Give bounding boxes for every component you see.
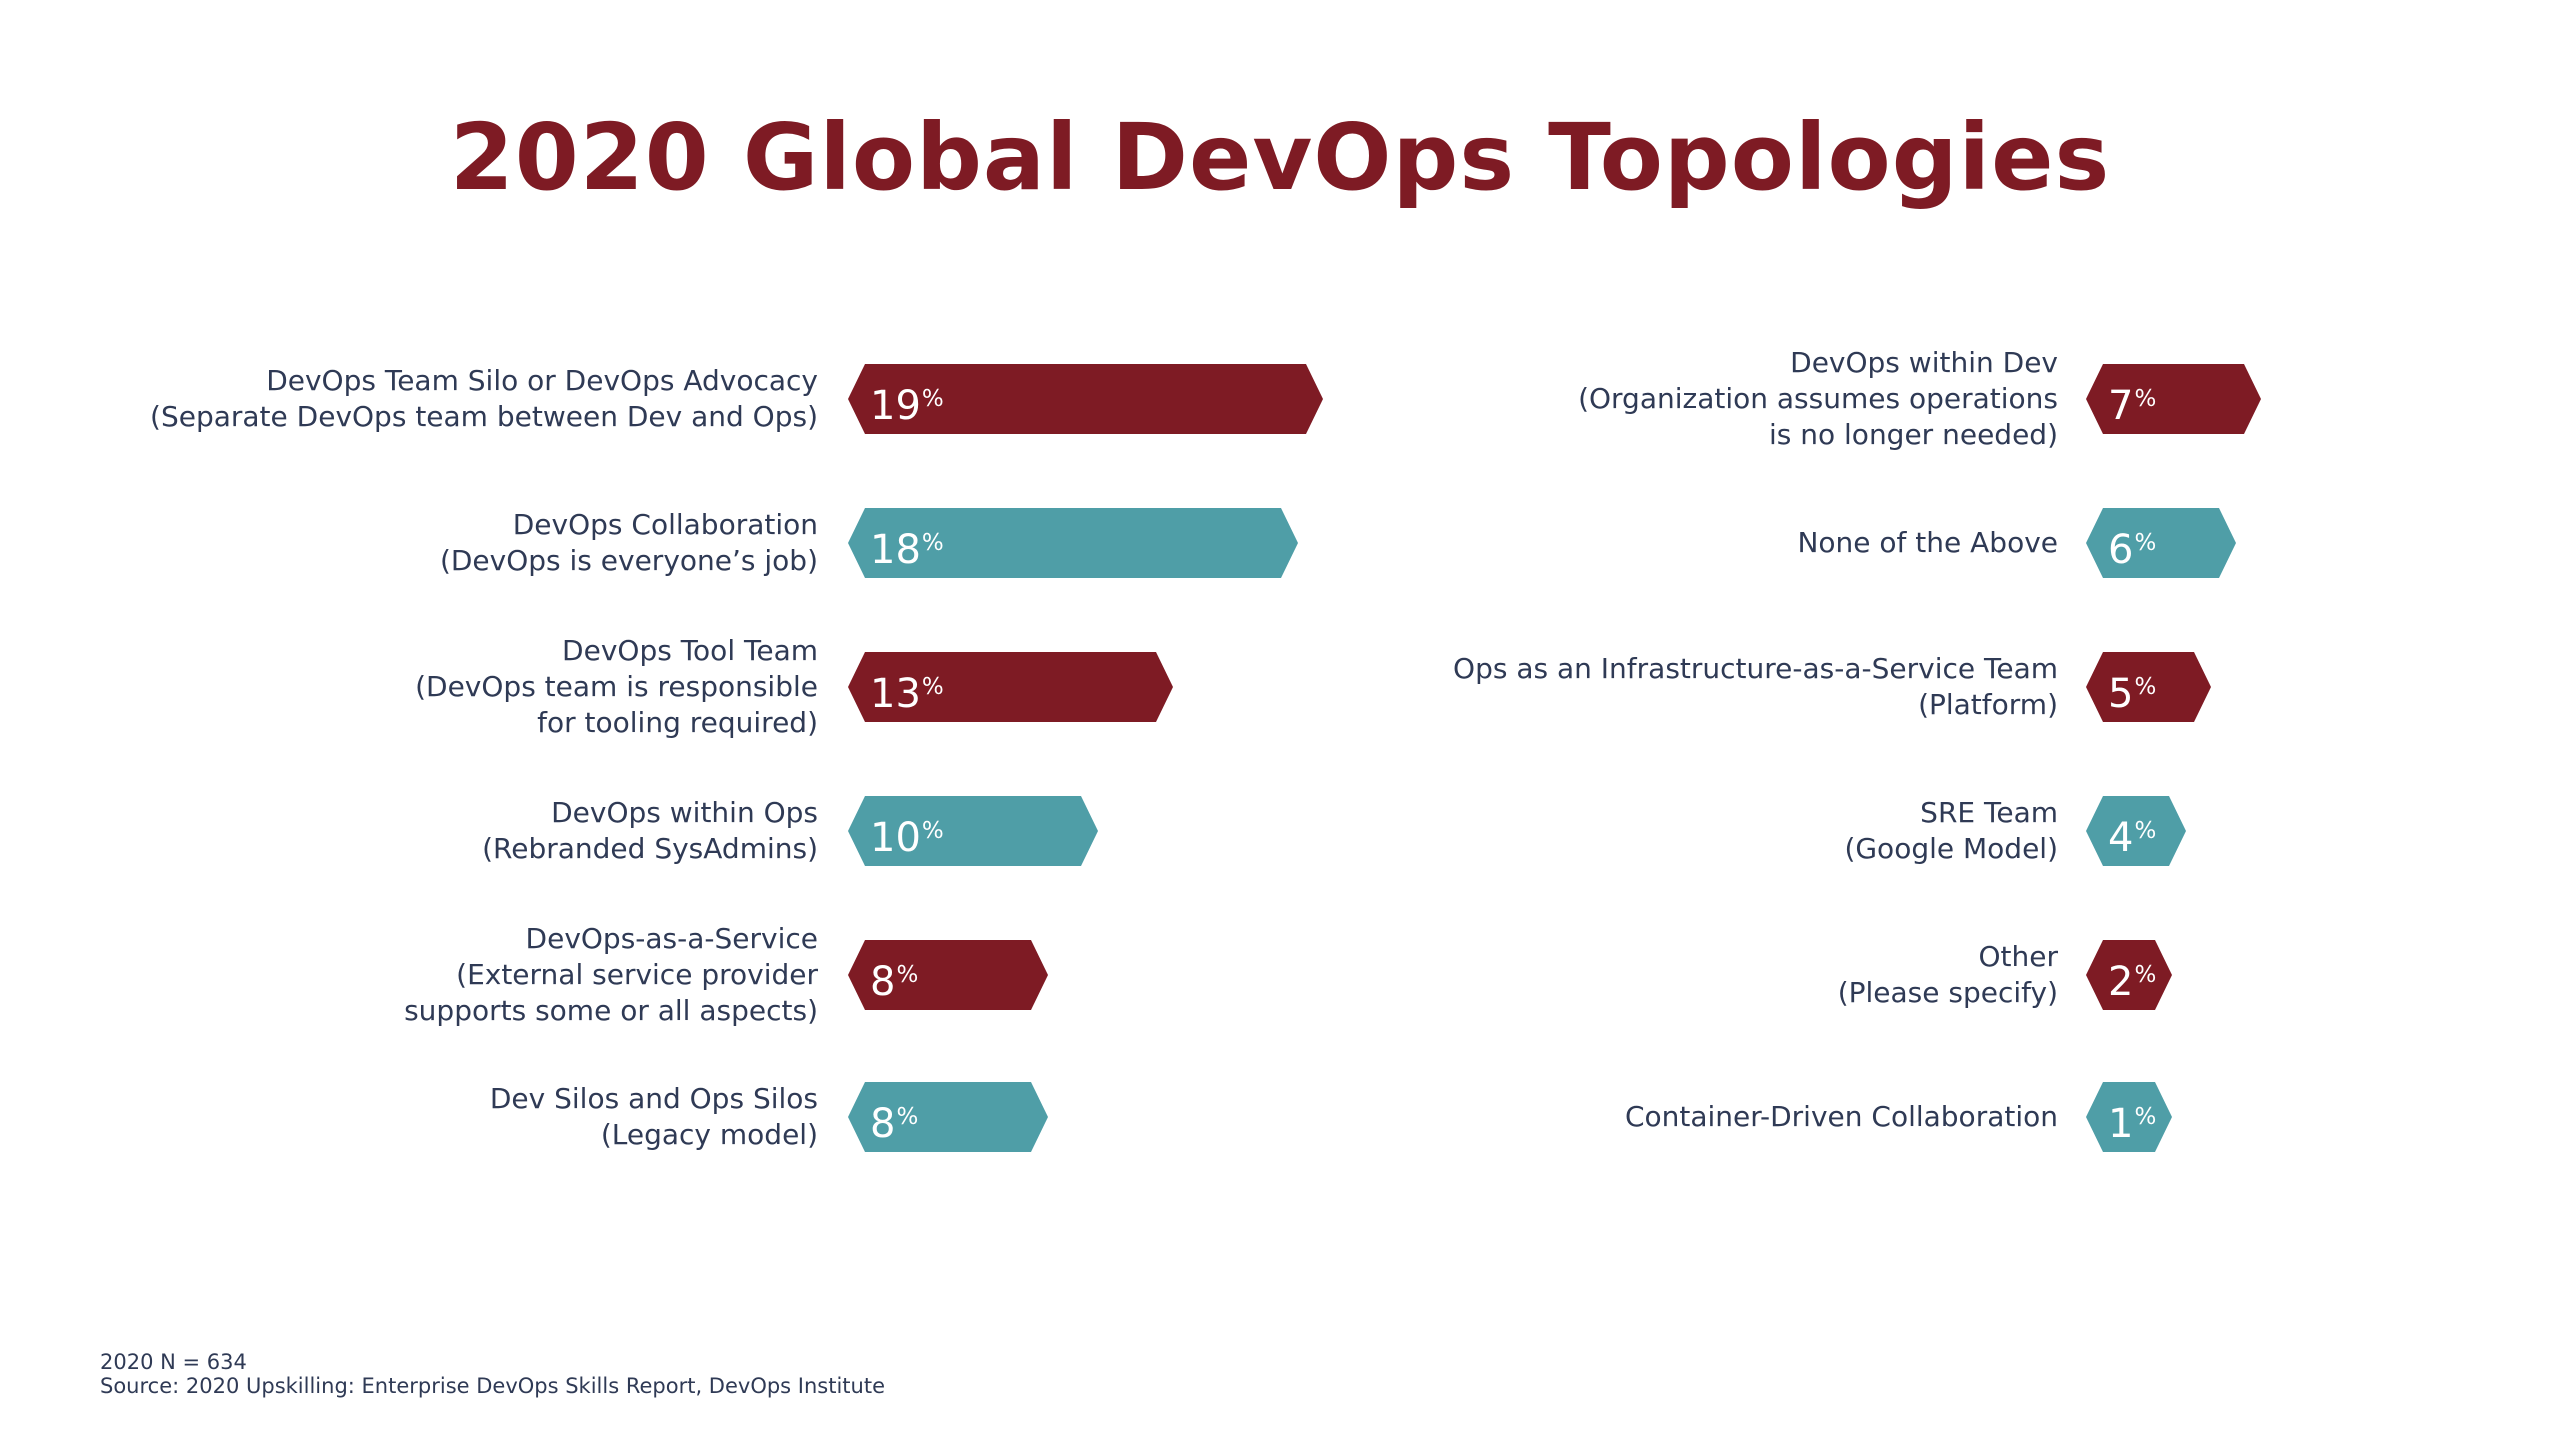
- bar-0-5: [848, 1082, 1048, 1152]
- category-label-line: (Platform): [1918, 688, 2058, 721]
- category-label-line: None of the Above: [1797, 526, 2058, 559]
- category-label-line: (Please specify): [1837, 976, 2058, 1009]
- category-label-line: (External service provider: [456, 958, 818, 991]
- category-label-line: DevOps within Ops: [551, 796, 818, 829]
- category-label: DevOps within Ops (Rebranded SysAdmins): [482, 795, 818, 867]
- category-label-line: (DevOps is everyone’s job): [439, 544, 818, 577]
- category-label-line: (Legacy model): [600, 1118, 818, 1151]
- category-label: DevOps Team Silo or DevOps Advocacy (Sepa…: [150, 363, 818, 435]
- bar-0-1: [848, 508, 1298, 578]
- chart-title: 2020 Global DevOps Topologies: [449, 104, 2111, 211]
- category-label: SRE Team (Google Model): [1844, 795, 2058, 867]
- category-label-line: (Organization assumes operations: [1578, 382, 2058, 415]
- category-label: Ops as an Infrastructure-as-a-Service Te…: [1453, 651, 2058, 723]
- category-label-line: Ops as an Infrastructure-as-a-Service Te…: [1453, 652, 2058, 685]
- bar-1-5: [2086, 1082, 2172, 1152]
- category-label-line: DevOps Tool Team: [562, 634, 818, 667]
- category-label-line: (Separate DevOps team between Dev and Op…: [150, 400, 818, 433]
- bar-value-label: 8%: [870, 959, 919, 1005]
- category-label-line: DevOps within Dev: [1790, 346, 2058, 379]
- category-label-line: DevOps-as-a-Service: [525, 922, 818, 955]
- category-label: DevOps Tool Team (DevOps team is responsi…: [415, 633, 818, 741]
- bar-value-label: 6%: [2108, 527, 2157, 573]
- sample-size-note: 2020 N = 634: [100, 1350, 247, 1374]
- bar-value-label: 1%: [2108, 1101, 2157, 1147]
- category-label-line: is no longer needed): [1768, 418, 2058, 451]
- bar-value-label: 10%: [870, 815, 944, 861]
- category-label-line: Container-Driven Collaboration: [1624, 1100, 2058, 1133]
- bar-1-2: [2086, 652, 2211, 722]
- bar-value-label: 5%: [2108, 671, 2157, 717]
- bar-value-label: 4%: [2108, 815, 2157, 861]
- category-label-line: (Google Model): [1844, 832, 2058, 865]
- category-label: Container-Driven Collaboration: [1625, 1099, 2058, 1135]
- category-label-line: Dev Silos and Ops Silos: [489, 1082, 818, 1115]
- bar-0-0: [848, 364, 1323, 434]
- bar-0-3: [848, 796, 1098, 866]
- category-label: DevOps within Dev (Organization assumes o…: [1578, 345, 2058, 453]
- category-label-line: SRE Team: [1920, 796, 2058, 829]
- category-label-line: for tooling required): [537, 706, 818, 739]
- category-label-line: DevOps Team Silo or DevOps Advocacy: [266, 364, 818, 397]
- bar-1-3: [2086, 796, 2186, 866]
- bar-value-label: 13%: [870, 671, 944, 717]
- category-label: Dev Silos and Ops Silos (Legacy model): [490, 1081, 818, 1153]
- category-label-line: (Rebranded SysAdmins): [482, 832, 818, 865]
- category-label-line: (DevOps team is responsible: [415, 670, 818, 703]
- category-label-line: Other: [1978, 940, 2058, 973]
- category-label-line: DevOps Collaboration: [512, 508, 818, 541]
- bar-value-label: 7%: [2108, 383, 2157, 429]
- category-label: DevOps Collaboration (DevOps is everyone’…: [440, 507, 818, 579]
- bar-1-4: [2086, 940, 2172, 1010]
- category-label: DevOps-as-a-Service (External service pro…: [404, 921, 818, 1029]
- bar-1-0: [2086, 364, 2261, 434]
- category-label: Other (Please specify): [1838, 939, 2058, 1011]
- bar-0-4: [848, 940, 1048, 1010]
- bar-value-label: 19%: [870, 383, 944, 429]
- bar-value-label: 8%: [870, 1101, 919, 1147]
- bar-value-label: 18%: [870, 527, 944, 573]
- bar-value-label: 2%: [2108, 959, 2157, 1005]
- category-label: None of the Above: [1797, 525, 2058, 561]
- bar-1-1: [2086, 508, 2236, 578]
- category-label-line: supports some or all aspects): [404, 994, 818, 1027]
- source-note: Source: 2020 Upskilling: Enterprise DevO…: [100, 1374, 885, 1398]
- bar-0-2: [848, 652, 1173, 722]
